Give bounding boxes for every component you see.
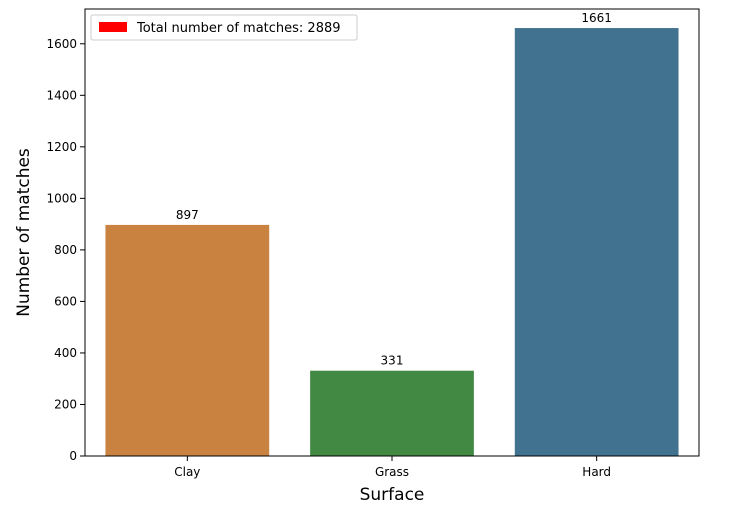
bars-group	[105, 28, 679, 457]
value-label-grass: 331	[381, 354, 404, 368]
plot-frame	[84, 8, 700, 457]
legend-box	[90, 14, 358, 41]
x-tick-label-hard: Hard	[582, 465, 611, 479]
y-tick-label: 1400	[46, 88, 77, 102]
y-axis-title: Number of matches	[14, 148, 34, 317]
x-tick-label-clay: Clay	[174, 465, 200, 479]
x-axis-title: Surface	[360, 485, 425, 505]
bar-clay	[105, 224, 270, 456]
y-tick-label: 1600	[46, 37, 77, 51]
y-tick-label: 800	[54, 243, 77, 257]
y-tick-label: 200	[54, 397, 77, 411]
legend: Total number of matches: 2889	[90, 14, 358, 41]
x-tick-label-grass: Grass	[375, 465, 409, 479]
bar-hard	[514, 28, 679, 457]
y-tick-label: 600	[54, 294, 77, 308]
bar-grass	[310, 370, 474, 456]
y-tick-label: 400	[54, 346, 77, 360]
value-label-clay: 897	[176, 208, 199, 222]
legend-label: Total number of matches: 2889	[136, 21, 341, 36]
legend-swatch	[99, 22, 127, 32]
y-tick-label: 1200	[46, 140, 77, 154]
x-axis: Clay Grass Hard	[174, 456, 611, 479]
value-labels-group: 897 331 1661	[176, 11, 612, 368]
y-axis: 0 200 400 600 800 1000 1200 1400 1600	[46, 37, 85, 463]
value-label-hard: 1661	[581, 11, 612, 25]
y-tick-label: 1000	[46, 191, 77, 205]
y-tick-label: 0	[69, 449, 77, 463]
